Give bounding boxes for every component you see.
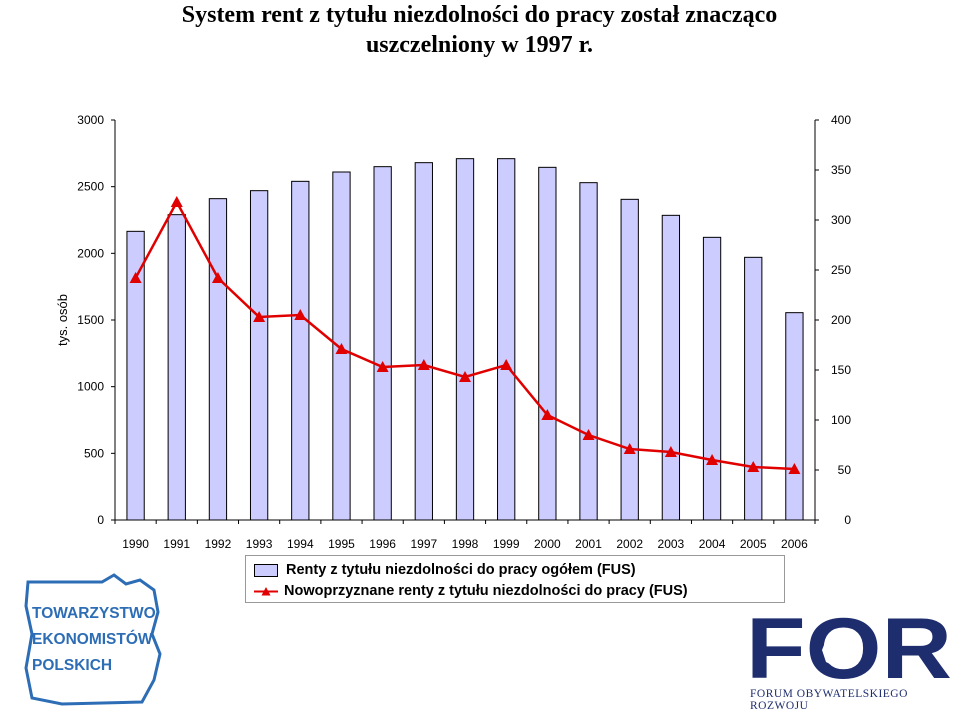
bar [291,180,310,521]
line-marker-triangle [664,446,677,457]
y2-tick-label: 50 [838,463,852,477]
line-marker-triangle [129,272,142,283]
y2-tick-label: 400 [831,113,851,127]
x-tick-label: 2004 [699,537,726,551]
y-tick-label: 0 [97,513,104,527]
line-marker-triangle [170,196,183,207]
x-tick-label: 2001 [575,537,602,551]
for-logo: FOR FORUM OBYWATELSKIEGO ROZWOJU [744,601,956,712]
x-tick-label: 2002 [616,537,643,551]
title-line-1: System rent z tytułu niezdolności do pra… [181,2,778,28]
y2-tick-label: 300 [831,213,851,227]
x-tick-label: 1990 [122,537,149,551]
legend-item-bars: Renty z tytułu niezdolności do pracy ogó… [254,561,636,579]
for-logo-mark: FOR [746,601,952,697]
line-marker-triangle [294,309,307,320]
line-marker-triangle [747,461,760,472]
legend-label-line: Nowoprzyznane renty z tytułu niezdolnośc… [284,583,688,599]
chart-title: System rent z tytułu niezdolności do pra… [0,0,959,60]
tep-logo: TOWARZYSTWO EKONOMISTÓW POLSKICH [24,573,162,706]
y2-tick-label: 200 [831,313,851,327]
x-tick-label: 2000 [534,537,561,551]
tep-logo-line-1: TOWARZYSTWO [32,605,156,622]
line-marker-triangle [500,359,513,370]
legend-label-bars: Renty z tytułu niezdolności do pracy ogó… [286,562,636,578]
bar [373,166,392,521]
bar [661,214,681,521]
y-tick-label: 1000 [77,380,104,394]
x-tick-label: 1994 [287,537,314,551]
y-axis-title: tys. osób [55,294,70,346]
tep-logo-line-2: EKONOMISTÓW [32,630,153,648]
chart-legend: Renty z tytułu niezdolności do pracy ogó… [245,555,785,603]
y-tick-label: 3000 [77,113,104,127]
legend-line-swatch [254,586,278,595]
x-tick-label: 1998 [452,537,479,551]
line-marker-triangle [211,272,224,283]
bar [579,182,598,521]
bar [744,256,763,521]
line-marker-triangle [623,443,636,454]
bar [538,166,557,521]
title-line-2: uszczelniony w 1997 r. [365,32,594,58]
y-tick-label: 1500 [77,313,104,327]
y2-tick-label: 350 [831,163,851,177]
y2-tick-label: 0 [844,513,851,527]
legend-item-line: Nowoprzyznane renty z tytułu niezdolnośc… [254,582,688,600]
line-marker-triangle [541,409,554,420]
y-tick-label: 500 [84,446,104,460]
bar [414,162,433,521]
line-marker-triangle [788,463,801,474]
x-tick-label: 1996 [369,537,396,551]
y-tick-label: 2500 [77,180,104,194]
line-marker-triangle [582,429,595,440]
y-tick-label: 2000 [77,246,104,260]
y2-tick-label: 250 [831,263,851,277]
x-tick-label: 1992 [205,537,232,551]
x-tick-label: 2003 [658,537,685,551]
x-tick-label: 2005 [740,537,767,551]
bar [167,214,186,521]
bar [208,198,228,521]
bar [126,230,145,521]
bar [702,236,722,521]
x-tick-label: 1991 [163,537,190,551]
line-marker-triangle [376,361,389,372]
for-logo-subtitle: FORUM OBYWATELSKIEGO ROZWOJU [750,688,908,712]
bar [455,158,475,521]
x-tick-label: 2006 [781,537,808,551]
bar [249,190,269,521]
x-tick-label: 1993 [246,537,273,551]
legend-bar-swatch [254,563,278,577]
line-marker-triangle [335,343,348,354]
line-marker-triangle [706,454,719,465]
y2-tick-label: 150 [831,363,851,377]
line-marker-triangle [459,371,471,382]
tep-logo-line-3: POLSKICH [32,657,112,674]
x-tick-label: 1999 [493,537,520,551]
y2-tick-label: 100 [831,413,851,427]
x-tick-label: 1995 [328,537,355,551]
line-marker-triangle [417,359,430,370]
bar [620,198,639,521]
bar [785,312,804,521]
line-marker-triangle [253,311,266,322]
x-tick-label: 1997 [410,537,437,551]
bar [497,158,516,521]
poland-map-icon [822,634,858,668]
